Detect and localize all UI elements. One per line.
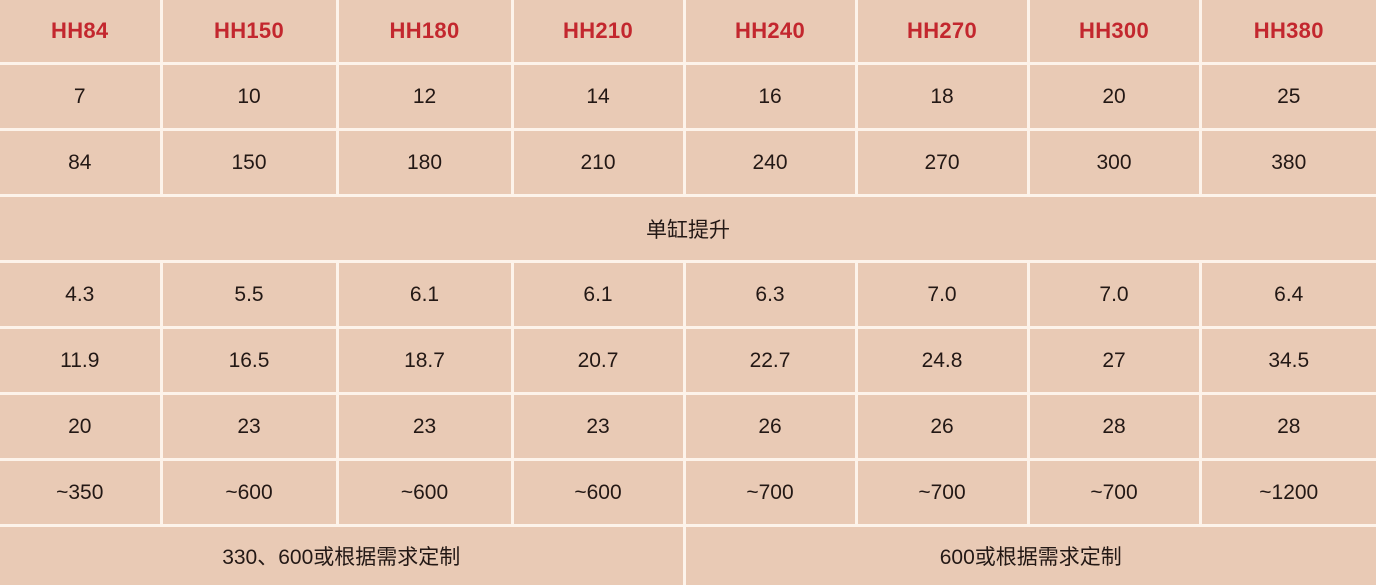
cell: 300 [1028,130,1200,196]
cell: 18 [856,64,1028,130]
cell: 16 [684,64,856,130]
header-cell-6: HH300 [1028,0,1200,64]
cell: ~700 [1028,460,1200,526]
table-row: ~350 ~600 ~600 ~600 ~700 ~700 ~700 ~1200 [0,460,1376,526]
merged-cell-single-cylinder-lift: 单缸提升 [0,196,1376,262]
table-row-merged: 单缸提升 [0,196,1376,262]
cell: 150 [161,130,337,196]
cell: 34.5 [1200,328,1376,394]
cell: ~700 [856,460,1028,526]
cell: 6.1 [512,262,684,328]
cell: 4.3 [0,262,161,328]
cell: 7 [0,64,161,130]
cell: ~600 [337,460,512,526]
cell: 12 [337,64,512,130]
cell: 20.7 [512,328,684,394]
table-note-row: 330、600或根据需求定制 600或根据需求定制 [0,526,1376,585]
table-row: 11.9 16.5 18.7 20.7 22.7 24.8 27 34.5 [0,328,1376,394]
cell: 23 [512,394,684,460]
cell: ~1200 [1200,460,1376,526]
cell: 14 [512,64,684,130]
cell: 28 [1028,394,1200,460]
cell: 10 [161,64,337,130]
cell: 16.5 [161,328,337,394]
cell: 20 [1028,64,1200,130]
header-cell-7: HH380 [1200,0,1376,64]
cell: 240 [684,130,856,196]
header-cell-1: HH150 [161,0,337,64]
cell: 22.7 [684,328,856,394]
cell: 6.1 [337,262,512,328]
cell: 6.4 [1200,262,1376,328]
note-cell-left: 330、600或根据需求定制 [0,526,684,585]
cell: ~600 [161,460,337,526]
cell: 28 [1200,394,1376,460]
cell: 6.3 [684,262,856,328]
cell: 26 [684,394,856,460]
cell: 270 [856,130,1028,196]
table-row: 84 150 180 210 240 270 300 380 [0,130,1376,196]
cell: 26 [856,394,1028,460]
cell: ~600 [512,460,684,526]
cell: 20 [0,394,161,460]
header-cell-3: HH210 [512,0,684,64]
header-cell-2: HH180 [337,0,512,64]
cell: 210 [512,130,684,196]
header-cell-5: HH270 [856,0,1028,64]
cell: 23 [337,394,512,460]
header-cell-0: HH84 [0,0,161,64]
cell: 7.0 [856,262,1028,328]
cell: 18.7 [337,328,512,394]
note-left-text: 330、600或根据需求定制 [0,541,683,571]
cell: 5.5 [161,262,337,328]
cell: 11.9 [0,328,161,394]
table-row: 4.3 5.5 6.1 6.1 6.3 7.0 7.0 6.4 [0,262,1376,328]
cell: 180 [337,130,512,196]
cell: ~700 [684,460,856,526]
cell: 23 [161,394,337,460]
cell: 25 [1200,64,1376,130]
note-right-text: 600或根据需求定制 [686,541,1376,571]
cell: ~350 [0,460,161,526]
table-header-row: HH84 HH150 HH180 HH210 HH240 HH270 HH300… [0,0,1376,64]
cell: 84 [0,130,161,196]
table-row: 20 23 23 23 26 26 28 28 [0,394,1376,460]
cell: 24.8 [856,328,1028,394]
cell: 7.0 [1028,262,1200,328]
header-cell-4: HH240 [684,0,856,64]
table-row: 7 10 12 14 16 18 20 25 [0,64,1376,130]
note-cell-right: 600或根据需求定制 [684,526,1376,585]
cell: 380 [1200,130,1376,196]
cell: 27 [1028,328,1200,394]
